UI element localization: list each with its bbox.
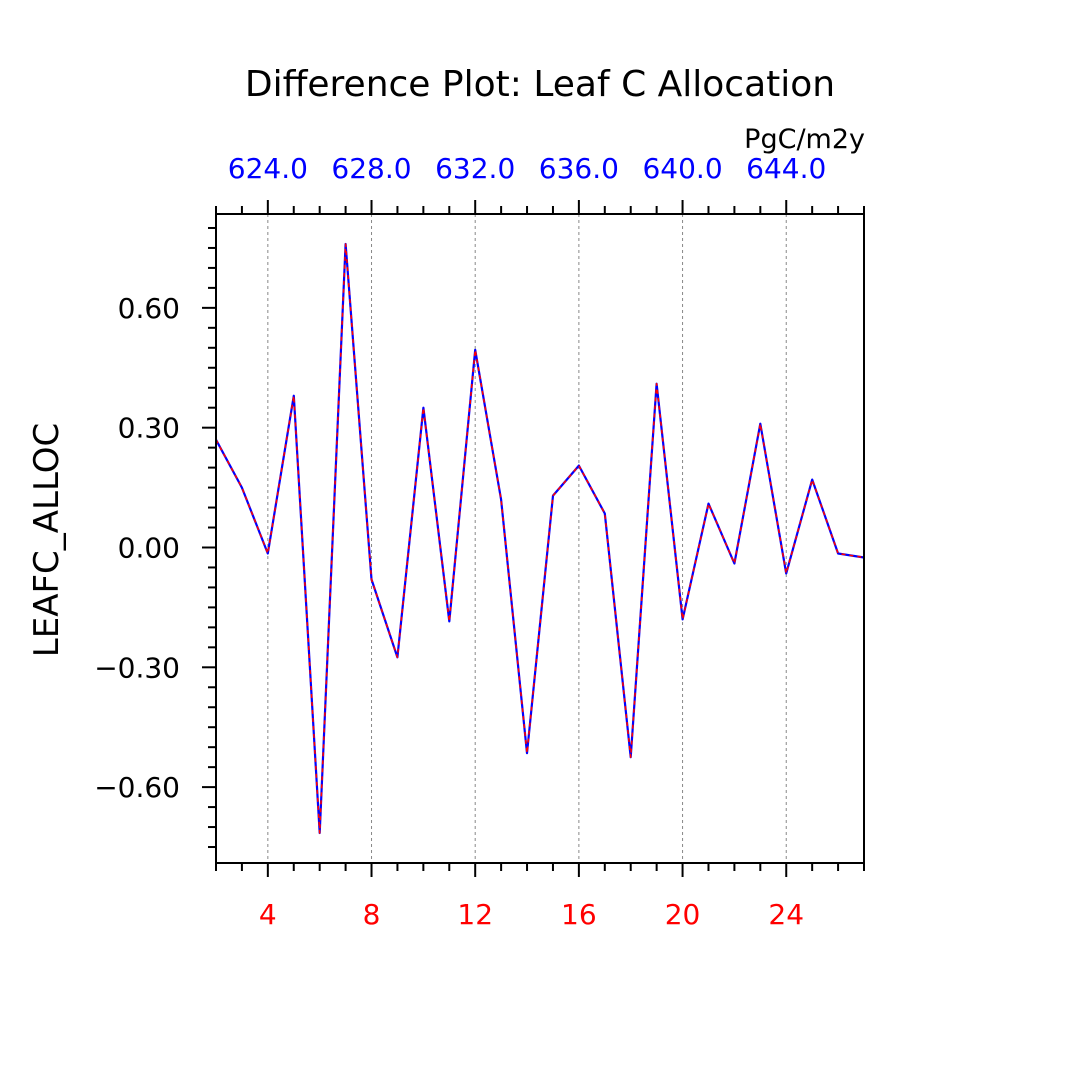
x-tick-label: 20: [665, 898, 701, 931]
y-tick-label: −0.30: [94, 651, 180, 684]
y-tick-label: 0.30: [118, 412, 180, 445]
series-line-solid: [215, 242, 865, 835]
top-tick-label: 636.0: [539, 152, 619, 185]
series-line-dashed: [215, 243, 865, 834]
y-tick-label: 0.00: [118, 531, 180, 564]
top-tick-label: 640.0: [642, 152, 722, 185]
top-tick-label: 632.0: [435, 152, 515, 185]
grid: [267, 214, 787, 863]
top-tick-label: 644.0: [746, 152, 826, 185]
x-tick-label: 8: [363, 898, 381, 931]
chart-title: Difference Plot: Leaf C Allocation: [245, 64, 835, 105]
plot-frame: [215, 213, 865, 864]
series-layer: [215, 242, 865, 835]
chart-units: PgC/m2y: [744, 124, 865, 155]
x-tick-label: 16: [561, 898, 597, 931]
top-tick-label: 624.0: [228, 152, 308, 185]
y-tick-label: −0.60: [94, 771, 180, 804]
x-tick-label: 12: [457, 898, 493, 931]
tick-labels: 4 8 12 16 20 24 624.0 628.0 632.0 636.0 640.0 644.0…: [94, 152, 826, 931]
x-tick-label: 24: [768, 898, 804, 931]
x-tick-label: 4: [259, 898, 277, 931]
ticks: [202, 200, 865, 877]
top-tick-label: 628.0: [331, 152, 411, 185]
y-axis-label: LEAFC_ALLOC: [27, 423, 67, 657]
y-tick-label: 0.60: [118, 292, 180, 325]
